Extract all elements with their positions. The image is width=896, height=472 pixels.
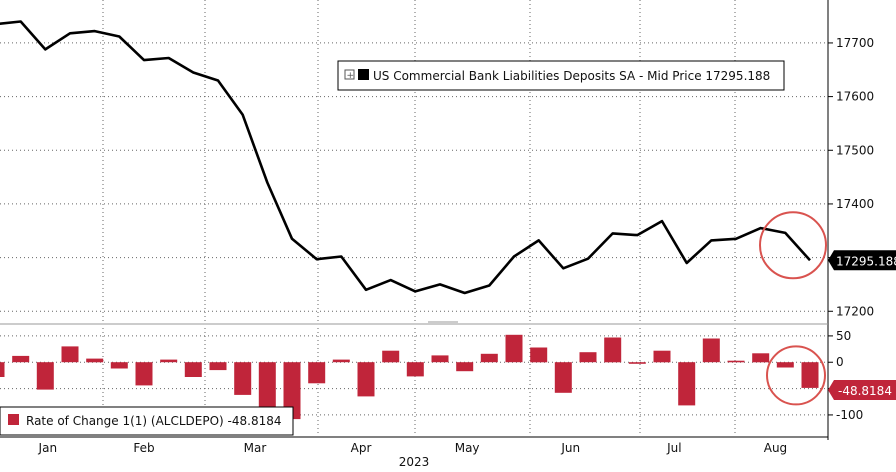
rate-of-change-bar <box>258 362 276 413</box>
rate-of-change-bar <box>36 362 54 390</box>
last-value-tag <box>828 250 896 271</box>
x-month-label: Aug <box>764 441 787 455</box>
highlight-circle-bar <box>766 345 826 406</box>
legend-box <box>337 60 785 91</box>
bar-legend-box <box>0 406 294 436</box>
rate-of-change-bar <box>752 353 770 363</box>
rate-of-change-bar <box>678 362 696 406</box>
rate-of-change-bar <box>505 334 523 363</box>
rate-of-change-bar <box>702 338 720 363</box>
rate-of-change-bar <box>135 362 153 386</box>
bar-last-value-tag <box>828 379 896 400</box>
y-tick-label: 17700 <box>836 36 874 50</box>
y-tick-label: 17400 <box>836 197 874 211</box>
rate-of-change-bar <box>283 362 301 420</box>
panel-resize-handle <box>428 321 458 325</box>
rate-of-change-bar <box>0 362 5 377</box>
highlight-circle-line <box>759 211 827 280</box>
rate-of-change-bar <box>234 362 252 395</box>
x-month-label: Jan <box>38 441 58 455</box>
y-tick-label: 17200 <box>836 304 874 318</box>
rate-of-change-bar <box>184 362 202 377</box>
legend-expand-icon <box>344 69 355 80</box>
rate-of-change-bar <box>406 362 424 377</box>
rate-of-change-bar <box>431 355 449 363</box>
x-month-label: Apr <box>351 441 372 455</box>
rate-of-change-bar <box>579 352 597 363</box>
rate-of-change-bar <box>308 362 326 384</box>
legend-expand-glyph: + <box>347 71 355 81</box>
rate-of-change-bar <box>456 362 474 372</box>
legend-swatch <box>358 69 369 80</box>
last-value-label: 17295.188 <box>836 254 896 268</box>
rate-of-change-bar <box>61 346 79 363</box>
bar-legend-label: Rate of Change 1(1) (ALCLDEPO) -48.8184 <box>26 414 282 428</box>
bar-y-tick-label: 0 <box>836 355 844 369</box>
rate-of-change-bar <box>604 337 622 363</box>
bar-legend-swatch <box>8 414 19 425</box>
rate-of-change-bar <box>727 360 745 363</box>
rate-of-change-bar <box>628 362 646 364</box>
legend-label: US Commercial Bank Liabilities Deposits … <box>373 69 770 83</box>
rate-of-change-bar <box>776 362 794 368</box>
rate-of-change-bar <box>357 362 375 397</box>
x-year-label: 2023 <box>399 455 430 469</box>
bar-y-tick-label: -100 <box>836 408 863 422</box>
y-tick-label: 17500 <box>836 143 874 157</box>
y-tick-label: 17600 <box>836 90 874 104</box>
rate-of-change-bar <box>653 350 671 363</box>
x-month-label: Feb <box>133 441 154 455</box>
rate-of-change-bar <box>480 353 498 363</box>
bar-y-tick-label: 50 <box>836 329 851 343</box>
x-month-label: May <box>455 441 480 455</box>
rate-of-change-bar <box>160 359 178 363</box>
rate-of-change-bar <box>86 358 104 363</box>
rate-of-change-bar <box>554 362 572 393</box>
rate-of-change-bar <box>110 362 128 369</box>
rate-of-change-bar <box>209 362 227 371</box>
x-month-label: Jul <box>666 441 681 455</box>
x-month-label: Jun <box>560 441 580 455</box>
deposits-series-line <box>0 20 811 295</box>
x-month-label: Mar <box>244 441 267 455</box>
rate-of-change-bar <box>801 362 819 388</box>
rate-of-change-bar <box>530 347 548 363</box>
bar-last-value-label: -48.8184 <box>838 384 892 398</box>
rate-of-change-bar <box>332 359 350 363</box>
rate-of-change-bar <box>382 350 400 363</box>
rate-of-change-bar <box>12 355 30 363</box>
